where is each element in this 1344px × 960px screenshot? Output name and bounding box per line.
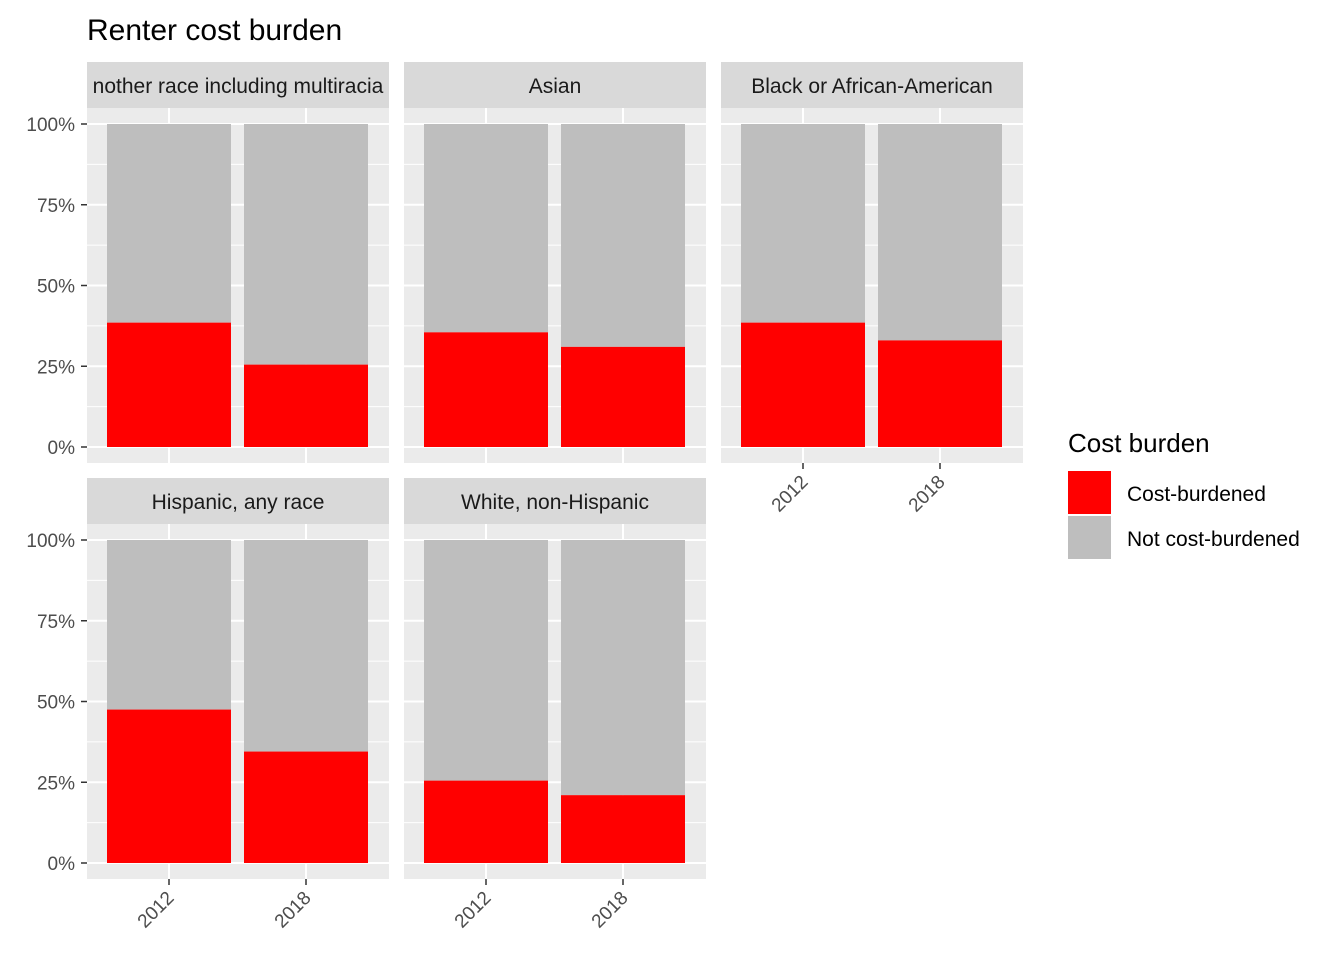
- x-tick-label: 2018: [271, 888, 316, 933]
- x-tick-label: 2012: [134, 888, 179, 933]
- bar-cost-burdened: [424, 332, 548, 447]
- facet-panel: nother race including multiracia 0% 25% 50%…: [26, 62, 389, 463]
- facet-panel: White, non-Hispanic 2012 2018: [404, 478, 706, 932]
- legend-label: Not cost-burdened: [1127, 528, 1300, 551]
- bar-not-cost-burdened: [244, 540, 368, 752]
- bar-not-cost-burdened: [244, 124, 368, 365]
- bar-cost-burdened: [244, 751, 368, 863]
- legend-title: Cost burden: [1068, 428, 1210, 458]
- facet-panel: Asian: [404, 62, 706, 463]
- facet-strip-label: Black or African-American: [751, 75, 993, 98]
- bar-cost-burdened: [561, 795, 685, 863]
- bar-cost-burdened: [878, 340, 1002, 447]
- bar-not-cost-burdened: [107, 540, 231, 710]
- facet-strip-label: nother race including multiracia: [93, 75, 384, 98]
- bar-not-cost-burdened: [424, 124, 548, 333]
- facet-panel: Hispanic, any race 0% 25% 50% 75% 100% 2012 201…: [26, 478, 389, 932]
- y-tick-label: 75%: [37, 196, 75, 217]
- chart-title: Renter cost burden: [87, 14, 342, 47]
- facet-panels: nother race including multiracia 0% 25% 50%…: [26, 62, 1023, 932]
- y-tick-label: 100%: [26, 531, 75, 552]
- y-tick-label: 50%: [37, 277, 75, 298]
- x-tick-label: 2012: [768, 472, 813, 517]
- x-tick-label: 2018: [588, 888, 633, 933]
- x-tick-label: 2012: [451, 888, 496, 933]
- y-tick-label: 25%: [37, 773, 75, 794]
- bar-cost-burdened: [424, 780, 548, 863]
- x-tick-label: 2018: [905, 472, 950, 517]
- facet-strip-label: Asian: [529, 75, 582, 98]
- facet-strip-label: White, non-Hispanic: [461, 491, 649, 514]
- legend-key: [1068, 516, 1111, 559]
- y-tick-label: 0%: [48, 854, 76, 875]
- y-tick-label: 25%: [37, 357, 75, 378]
- facet-strip: [404, 478, 706, 524]
- facet-strip-label: Hispanic, any race: [152, 491, 325, 514]
- y-tick-label: 75%: [37, 612, 75, 633]
- facet-panel: Black or African-American 2012 2018: [721, 62, 1023, 516]
- legend: Cost burden Cost-burdened Not cost-burden…: [1068, 428, 1300, 559]
- facet-strip: [404, 62, 706, 108]
- y-tick-label: 0%: [48, 438, 76, 459]
- bar-cost-burdened: [107, 322, 231, 447]
- facet-strip: [87, 62, 389, 108]
- bar-not-cost-burdened: [741, 124, 865, 323]
- bar-cost-burdened: [244, 364, 368, 447]
- facet-strip: [87, 478, 389, 524]
- bar-not-cost-burdened: [424, 540, 548, 781]
- bar-cost-burdened: [741, 322, 865, 447]
- bar-cost-burdened: [107, 709, 231, 863]
- y-tick-label: 100%: [26, 115, 75, 136]
- bar-not-cost-burdened: [561, 540, 685, 796]
- bar-not-cost-burdened: [107, 124, 231, 323]
- bar-not-cost-burdened: [878, 124, 1002, 341]
- bar-not-cost-burdened: [561, 124, 685, 347]
- legend-label: Cost-burdened: [1127, 483, 1266, 506]
- legend-key: [1068, 471, 1111, 514]
- bar-cost-burdened: [561, 346, 685, 447]
- y-tick-label: 50%: [37, 693, 75, 714]
- facet-strip: [721, 62, 1023, 108]
